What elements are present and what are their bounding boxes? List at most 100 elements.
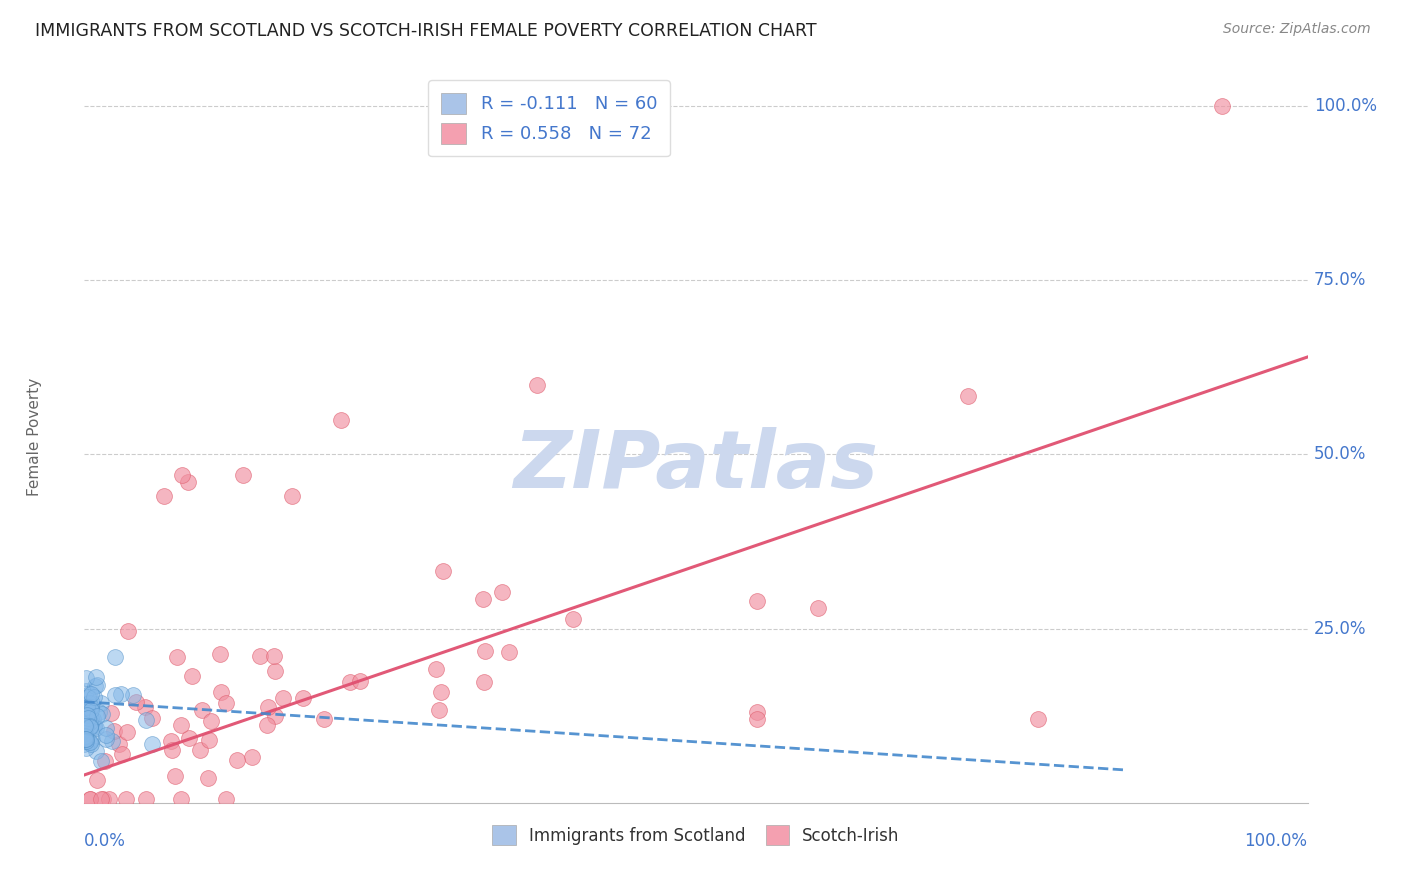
Point xyxy=(101,734,124,748)
Point xyxy=(86,708,108,723)
Point xyxy=(249,648,271,663)
Point xyxy=(86,772,108,787)
Point xyxy=(80,699,103,714)
Point xyxy=(108,738,131,752)
Point xyxy=(166,649,188,664)
Point xyxy=(281,489,304,503)
Point xyxy=(263,648,285,663)
Point xyxy=(77,690,100,704)
Point xyxy=(498,645,520,659)
Point xyxy=(264,665,287,679)
Point xyxy=(73,716,96,731)
Point xyxy=(94,721,117,735)
Point xyxy=(197,771,219,785)
Text: 100.0%: 100.0% xyxy=(1244,832,1308,850)
Point xyxy=(79,719,101,733)
Point xyxy=(76,711,98,725)
Point xyxy=(75,725,97,739)
Point xyxy=(75,731,97,745)
Point xyxy=(79,735,101,749)
Point xyxy=(84,679,107,693)
Point xyxy=(1211,99,1233,113)
Point xyxy=(77,696,100,710)
Point xyxy=(225,753,247,767)
Point xyxy=(200,714,222,728)
Point xyxy=(79,714,101,729)
Point xyxy=(141,737,163,751)
Point xyxy=(80,687,103,701)
Point xyxy=(747,594,769,608)
Point xyxy=(100,706,122,720)
Point xyxy=(73,732,96,747)
Point xyxy=(75,720,97,734)
Point xyxy=(188,743,211,757)
Point xyxy=(135,713,157,727)
Point xyxy=(472,674,495,689)
Point xyxy=(115,724,138,739)
Point xyxy=(135,792,157,806)
Point xyxy=(215,696,238,710)
Point xyxy=(83,690,105,704)
Point xyxy=(80,696,103,710)
Point xyxy=(430,685,453,699)
Point xyxy=(79,792,101,806)
Point xyxy=(75,740,97,755)
Point xyxy=(122,688,145,702)
Point xyxy=(170,792,193,806)
Point xyxy=(190,703,212,717)
Point xyxy=(80,699,103,714)
Point xyxy=(177,475,200,490)
Point xyxy=(209,647,232,661)
Point xyxy=(425,662,447,676)
Point xyxy=(807,600,830,615)
Point xyxy=(73,719,96,733)
Point xyxy=(177,731,200,746)
Point xyxy=(256,699,278,714)
Point xyxy=(75,684,97,698)
Point xyxy=(83,720,105,734)
Point xyxy=(432,565,454,579)
Point xyxy=(97,792,120,806)
Legend: Immigrants from Scotland, Scotch-Irish: Immigrants from Scotland, Scotch-Irish xyxy=(484,817,908,853)
Point xyxy=(77,687,100,701)
Point xyxy=(141,711,163,725)
Point xyxy=(82,712,104,726)
Point xyxy=(747,712,769,726)
Point xyxy=(79,792,101,806)
Point xyxy=(104,688,127,702)
Text: 75.0%: 75.0% xyxy=(1313,271,1367,289)
Point xyxy=(94,754,117,768)
Point xyxy=(90,754,112,768)
Point xyxy=(330,412,353,426)
Point xyxy=(83,717,105,731)
Point xyxy=(562,611,585,625)
Point xyxy=(75,672,97,686)
Point xyxy=(256,718,278,732)
Point xyxy=(1028,712,1050,726)
Point xyxy=(104,650,127,665)
Point xyxy=(162,743,184,757)
Point xyxy=(94,732,117,747)
Point xyxy=(84,744,107,758)
Point xyxy=(232,468,254,483)
Point xyxy=(215,792,238,806)
Point xyxy=(209,684,232,698)
Point xyxy=(180,669,202,683)
Point xyxy=(91,792,114,806)
Point xyxy=(103,724,125,739)
Point xyxy=(73,731,96,746)
Point xyxy=(271,691,294,706)
Point xyxy=(79,720,101,734)
Point xyxy=(90,696,112,710)
Point xyxy=(957,389,980,403)
Point xyxy=(86,678,108,692)
Point xyxy=(134,700,156,714)
Point xyxy=(84,721,107,735)
Point xyxy=(160,734,183,748)
Point xyxy=(427,702,450,716)
Point xyxy=(76,707,98,722)
Point xyxy=(240,750,263,764)
Point xyxy=(77,734,100,748)
Point xyxy=(114,792,136,806)
Point xyxy=(491,584,513,599)
